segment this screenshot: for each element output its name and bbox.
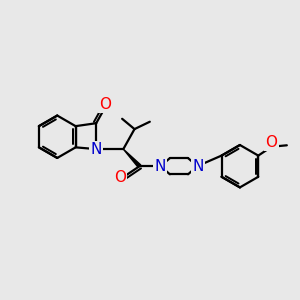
Text: O: O — [266, 135, 278, 150]
Text: O: O — [114, 170, 126, 185]
Polygon shape — [123, 149, 141, 167]
Text: N: N — [192, 159, 203, 174]
Text: N: N — [154, 159, 166, 174]
Text: O: O — [99, 97, 111, 112]
Text: N: N — [91, 142, 102, 157]
